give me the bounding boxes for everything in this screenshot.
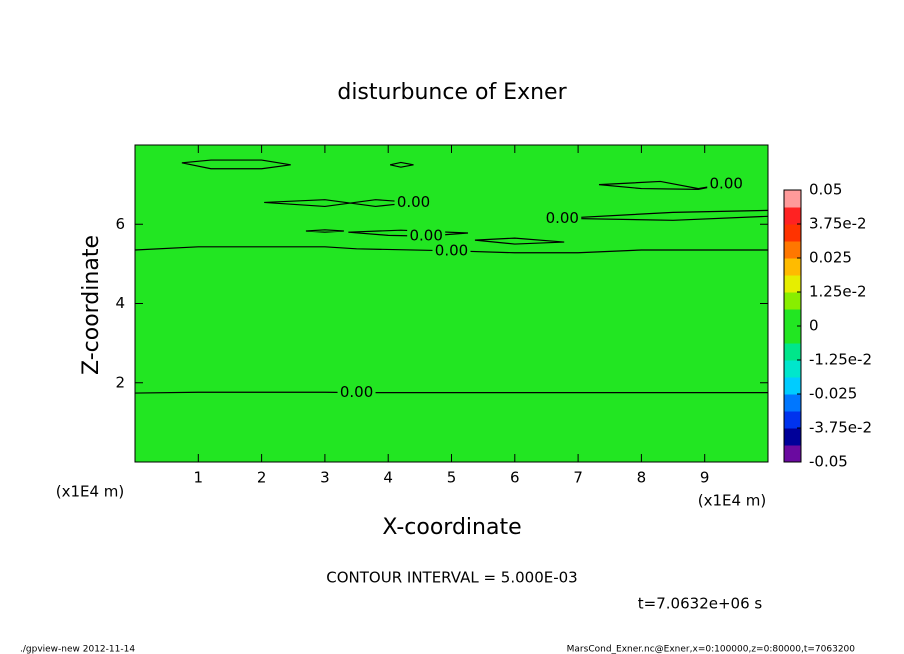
x-tick-label: 3 xyxy=(320,469,330,487)
colorbar-swatch xyxy=(784,360,801,378)
field-fill xyxy=(135,145,768,462)
contour-label: 0.00 xyxy=(409,227,442,245)
colorbar-tick-label: -1.25e-2 xyxy=(809,351,872,369)
colorbar-tick-label: 1.25e-2 xyxy=(809,283,867,301)
x-tick-label: 2 xyxy=(257,469,267,487)
colorbar-tick-label: 0.025 xyxy=(809,249,852,267)
contour-label: 0.00 xyxy=(435,241,468,259)
colorbar-tick-label: -0.05 xyxy=(809,453,848,471)
colorbar-swatch xyxy=(784,292,801,310)
footer-left: ./gpview-new 2012-11-14 xyxy=(20,645,135,654)
colorbar-swatch xyxy=(784,258,801,276)
contour-label: 0.00 xyxy=(546,209,579,227)
colorbar-swatch xyxy=(784,190,801,208)
contour-interval: CONTOUR INTERVAL = 5.000E-03 xyxy=(326,569,577,587)
colorbar-swatch xyxy=(784,394,801,412)
contour-label: 0.00 xyxy=(397,193,430,211)
colorbar-swatch xyxy=(784,411,801,429)
contour-line xyxy=(181,159,291,170)
contour-label-bg xyxy=(543,210,582,227)
colorbar-swatch xyxy=(784,309,801,327)
colorbar-tick-label: 3.75e-2 xyxy=(809,215,867,233)
chart-title: disturbunce of Exner xyxy=(337,80,567,105)
y-tick-label: 2 xyxy=(115,373,125,391)
colorbar-swatch xyxy=(784,275,801,293)
x-unit-label: (x1E4 m) xyxy=(56,483,125,501)
contour-label-bg xyxy=(407,228,446,245)
x-tick-label: 6 xyxy=(510,469,520,487)
colorbar-swatch xyxy=(784,445,801,463)
contour-label-bg xyxy=(707,175,746,192)
contour-label-bg xyxy=(394,194,433,211)
time-label: t=7.0632e+06 s xyxy=(638,595,763,613)
x-unit-label: (x1E4 m) xyxy=(698,492,767,510)
y-tick-label: 6 xyxy=(115,215,125,233)
contour-line xyxy=(134,246,768,254)
colorbar-swatch xyxy=(784,224,801,242)
contour-line xyxy=(474,237,565,245)
contour-line xyxy=(305,229,344,233)
x-tick-label: 5 xyxy=(447,469,457,487)
x-tick-label: 1 xyxy=(194,469,204,487)
colorbar-tick-label: -3.75e-2 xyxy=(809,419,872,437)
colorbar-swatch xyxy=(784,428,801,446)
colorbar-tick-label: 0.05 xyxy=(809,181,842,199)
contour-line xyxy=(389,161,414,168)
x-axis-label: X-coordinate xyxy=(382,515,521,540)
contour-label-bg xyxy=(432,242,471,259)
x-tick-label: 9 xyxy=(700,469,710,487)
contour-label: 0.00 xyxy=(340,383,373,401)
x-tick-label: 7 xyxy=(573,469,583,487)
contour-label-bg xyxy=(337,384,376,401)
x-tick-label: 4 xyxy=(383,469,393,487)
colorbar-swatch xyxy=(784,377,801,395)
contour-line xyxy=(348,229,469,237)
colorbar-swatch xyxy=(784,343,801,361)
colorbar-swatch xyxy=(784,241,801,259)
colorbar-swatch xyxy=(784,207,801,225)
colorbar-tick-label: -0.025 xyxy=(809,385,857,403)
y-tick-label: 4 xyxy=(115,294,125,312)
footer-right: MarsCond_Exner.nc@Exner,x=0:100000,z=0:8… xyxy=(567,645,856,654)
x-tick-label: 8 xyxy=(637,469,647,487)
y-axis-label: Z-coordinate xyxy=(79,235,104,375)
colorbar-swatch xyxy=(784,326,801,344)
contour-label: 0.00 xyxy=(710,174,743,192)
colorbar-tick-label: 0 xyxy=(809,317,819,335)
